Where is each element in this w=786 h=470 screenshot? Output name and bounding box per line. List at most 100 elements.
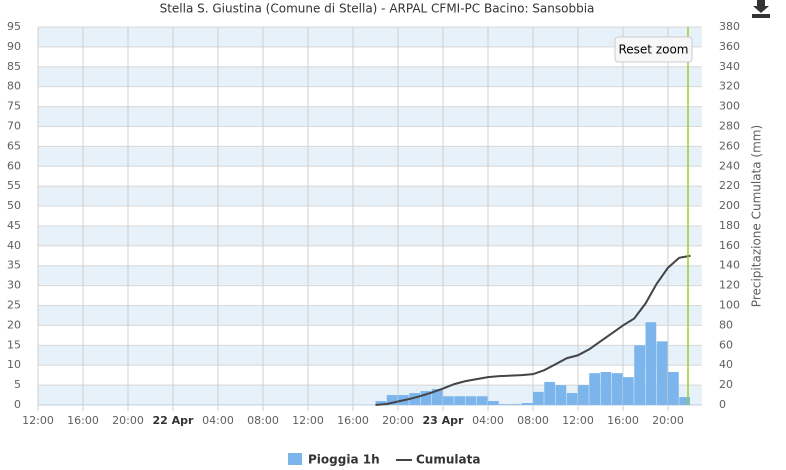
icon-part[interactable] [753, 0, 769, 13]
y2-tick-label: 100 [719, 299, 740, 312]
bar [668, 371, 679, 405]
y-tick-label: 60 [7, 159, 21, 172]
bar [431, 389, 443, 405]
bar [409, 393, 420, 405]
y-tick-label: 95 [7, 20, 21, 33]
bar [544, 381, 555, 405]
chart-title: Stella S. Giustina (Comune di Stella) - … [160, 2, 595, 16]
bar [611, 373, 623, 405]
line [375, 254, 691, 406]
plot-band [38, 146, 702, 167]
x-tick-label: 08:00 [247, 414, 279, 427]
x-tick-label: 08:00 [517, 414, 549, 427]
y-tick-label: 45 [7, 219, 21, 232]
y2-tick-label: 380 [719, 20, 740, 33]
y2-tick-label: 300 [719, 100, 740, 113]
plot-layer: 0 5 10 15 20 25 30 35 40 45 50 55 60 65 70 75 80 85 90 95 0 2… [7, 20, 740, 427]
y2-tick-label: 180 [719, 219, 740, 232]
x-tick-label: 22 Apr [153, 414, 195, 427]
y-tick-label: 80 [7, 80, 21, 93]
legend-label: Pioggia 1h [308, 453, 380, 467]
x-tick-label: 20:00 [112, 414, 144, 427]
y2-tick-label: 120 [719, 279, 740, 292]
bar [600, 371, 612, 405]
legend-symbol [288, 453, 302, 465]
bar [555, 385, 567, 405]
x-tick-label: 16:00 [67, 414, 99, 427]
bar [375, 401, 387, 405]
y2-tick-label: 320 [719, 80, 740, 93]
bar [465, 396, 477, 405]
y-tick-label: 55 [7, 179, 21, 192]
y2-tick-label: 80 [719, 318, 733, 331]
y2-tick-label: 140 [719, 259, 740, 272]
y-tick-label: 35 [7, 259, 21, 272]
plot-band [38, 186, 702, 207]
y-tick-label: 30 [7, 279, 21, 292]
icon-part[interactable] [752, 14, 770, 18]
bar [510, 404, 522, 405]
bar [566, 393, 578, 405]
y2-tick-label: 60 [719, 338, 733, 351]
bar [386, 395, 398, 405]
y2-tick-label: 0 [719, 398, 726, 411]
y-tick-label: 25 [7, 299, 21, 312]
bar [589, 373, 600, 405]
y-tick-label: 0 [14, 398, 21, 411]
plot-band [38, 66, 702, 87]
bar [521, 403, 533, 405]
x-tick-label: 23 Apr [423, 414, 465, 427]
y2-tick-label: 200 [719, 199, 740, 212]
bar [499, 404, 510, 405]
button-frame[interactable] [614, 36, 693, 63]
y-tick-label: 10 [7, 358, 21, 371]
y2-tick-label: 280 [719, 119, 740, 132]
plot-band [38, 106, 702, 127]
y-tick-label: 90 [7, 40, 21, 53]
bar [533, 391, 544, 405]
bar [679, 397, 690, 405]
bar [634, 345, 645, 405]
y-tick-label: 15 [7, 338, 21, 351]
x-tick-label: 16:00 [607, 414, 639, 427]
y2-tick-label: 360 [719, 40, 740, 53]
plot-band [38, 305, 702, 326]
y-tick-label: 75 [7, 100, 21, 113]
y2-tick-label: 240 [719, 159, 740, 172]
bar [488, 401, 499, 405]
bar [443, 396, 454, 405]
y2-tick-label: 260 [719, 139, 740, 152]
y2-axis-title: Precipitazione Cumulata (mm) [750, 125, 764, 307]
x-tick-label: 12:00 [562, 414, 594, 427]
x-tick-label: 20:00 [382, 414, 414, 427]
y2-tick-label: 160 [719, 239, 740, 252]
x-tick-label: 16:00 [337, 414, 369, 427]
button-label[interactable]: Reset zoom [618, 43, 688, 57]
bar [454, 396, 465, 405]
y2-tick-label: 220 [719, 179, 740, 192]
reset-zoom-button[interactable]: Reset zoom [614, 36, 693, 63]
plot-band [38, 225, 702, 246]
x-tick-label: 12:00 [22, 414, 54, 427]
y-tick-label: 70 [7, 119, 21, 132]
bar [645, 322, 657, 405]
download-icon[interactable] [752, 0, 770, 18]
y2-tick-label: 340 [719, 60, 740, 73]
y-tick-label: 5 [14, 378, 21, 391]
y-tick-label: 65 [7, 139, 21, 152]
y2-tick-label: 20 [719, 378, 733, 391]
y-tick-label: 40 [7, 239, 21, 252]
x-tick-label: 04:00 [202, 414, 234, 427]
y2-tick-label: 40 [719, 358, 733, 371]
plot-band [38, 265, 702, 286]
bar [623, 377, 634, 405]
x-tick-label: 12:00 [292, 414, 324, 427]
bar [578, 385, 589, 405]
bar [656, 341, 668, 405]
y-tick-label: 85 [7, 60, 21, 73]
plot-band [38, 27, 702, 47]
legend-label: Cumulata [416, 453, 480, 467]
y-tick-label: 20 [7, 318, 21, 331]
y-tick-label: 50 [7, 199, 21, 212]
